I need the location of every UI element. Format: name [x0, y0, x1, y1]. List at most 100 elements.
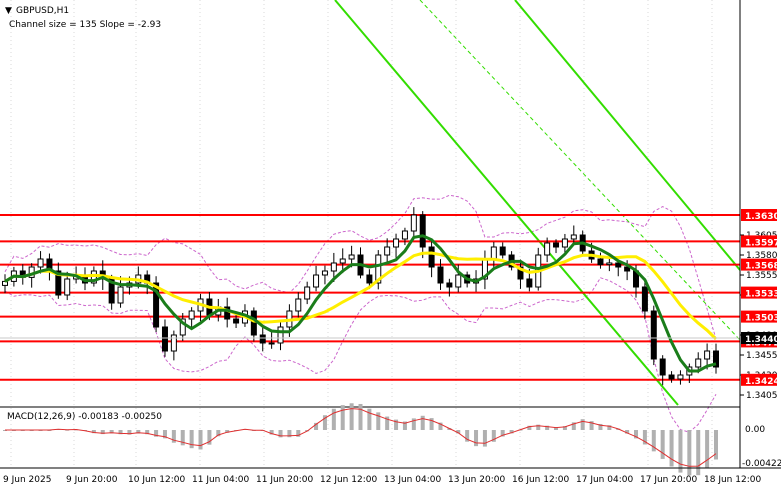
macd-bar-79: [705, 430, 710, 468]
candle-73: [650, 305, 657, 366]
macd-bar-19: [171, 430, 176, 443]
candle-67: [597, 252, 604, 269]
macd-bar-51: [456, 430, 461, 434]
candle-35: [313, 265, 320, 292]
current-price-label: 1.3440: [745, 335, 780, 345]
macd-bar-76: [678, 430, 683, 473]
time-label-11: 18 Jun 12:00: [704, 475, 761, 485]
candle-48: [428, 240, 435, 278]
time-label-8: 16 Jun 12:00: [512, 475, 569, 485]
macd-bar-41: [367, 408, 372, 430]
macd-bar-42: [376, 412, 381, 430]
price-tick-7: 1.3405: [746, 391, 778, 401]
time-label-2: 10 Jun 12:00: [128, 475, 185, 485]
macd-min-label: -0.00422: [742, 459, 781, 469]
macd-bar-52: [465, 430, 470, 442]
candle-21: [188, 307, 195, 330]
macd-bar-48: [429, 418, 434, 430]
macd-bar-37: [331, 408, 336, 430]
macd-histogram: [3, 403, 718, 476]
macd-bar-63: [562, 426, 567, 430]
ma-fast-line: [4, 234, 717, 373]
macd-label: MACD(12,26,9) -0.00183 -0.00250: [7, 412, 162, 422]
macd-bar-64: [571, 422, 576, 430]
time-axis-labels: 9 Jun 2025 9 Jun 20:00 10 Jun 12:00 11 Jun …: [3, 475, 761, 485]
ma-slow-line: [4, 251, 718, 341]
macd-bar-5: [47, 430, 52, 431]
candle-61: [544, 237, 551, 263]
macd-zero-label: 0.00: [745, 425, 765, 435]
current-price-tag: 1.3440: [741, 332, 780, 345]
time-label-1: 9 Jun 20:00: [66, 475, 118, 485]
macd-bar-15: [136, 430, 141, 434]
candle-31: [277, 320, 284, 351]
candle-42: [375, 250, 382, 290]
macd-bar-62: [554, 426, 559, 430]
macd-bar-66: [589, 421, 594, 430]
macd-bar-20: [180, 430, 185, 446]
candle-28: [250, 307, 257, 342]
candle-43: [384, 238, 391, 265]
macd-bar-12: [109, 430, 114, 434]
candle-34: [304, 281, 311, 305]
bollinger-lower: [4, 277, 717, 433]
macd-bar-40: [358, 403, 363, 430]
dropdown-arrow-icon[interactable]: ▼: [5, 6, 12, 16]
level-label-2: 1.3568: [745, 262, 780, 272]
moving-averages: [4, 234, 718, 373]
macd-bar-21: [189, 430, 194, 449]
macd-bar-78: [696, 430, 701, 476]
candle-45: [401, 227, 408, 246]
level-label-3: 1.3533: [745, 290, 780, 300]
candle-56: [499, 242, 506, 259]
macd-bar-33: [296, 430, 301, 437]
candle-38: [339, 248, 346, 274]
macd-bar-35: [314, 422, 319, 430]
candle-13: [117, 276, 124, 308]
macd-bar-45: [402, 421, 407, 430]
macd-bar-80: [714, 430, 718, 460]
level-tag-6: [741, 373, 777, 386]
macd-bar-68: [607, 425, 612, 430]
price-tick-1: 1.3580: [746, 251, 778, 261]
candle-20: [179, 312, 186, 342]
candle-30: [268, 332, 275, 349]
macd-bar-57: [509, 430, 514, 434]
level-tag-0: [741, 209, 777, 221]
time-label-0: 9 Jun 2025: [3, 475, 51, 485]
macd-bar-54: [482, 430, 487, 447]
price-tick-5: 1.3455: [746, 351, 778, 361]
macd-bar-25: [225, 430, 230, 433]
candle-76: [677, 370, 684, 385]
candle-75: [668, 371, 675, 383]
macd-signal-line: [5, 408, 717, 467]
macd-bar-32: [287, 430, 292, 438]
level-label-0: 1.3630: [745, 212, 780, 222]
candle-72: [641, 278, 648, 320]
candle-33: [295, 292, 302, 318]
channel-indicator-text: Channel size = 135 Slope = -2.93: [9, 20, 161, 30]
time-label-7: 13 Jun 20:00: [448, 475, 505, 485]
time-label-3: 11 Jun 04:00: [192, 475, 249, 485]
macd-bar-43: [385, 416, 390, 430]
bollinger-bands: [4, 194, 717, 433]
candle-36: [321, 265, 328, 285]
price-axis-panel: [740, 0, 781, 468]
macd-bar-73: [651, 430, 656, 452]
macd-bar-71: [634, 430, 639, 439]
candle-25: [224, 297, 231, 328]
symbol-label: GBPUSD,H1: [16, 6, 69, 16]
macd-bar-17: [154, 430, 159, 437]
candle-50: [446, 278, 453, 297]
candle-19: [170, 330, 177, 361]
time-label-4: 11 Jun 20:00: [256, 475, 313, 485]
macd-bar-31: [278, 430, 283, 438]
macd-bar-46: [411, 418, 416, 430]
level-label-1: 1.3597: [745, 238, 780, 248]
macd-bar-44: [394, 419, 399, 430]
candle-74: [659, 355, 666, 386]
macd-bar-60: [536, 424, 541, 430]
candle-26: [233, 314, 240, 328]
macd-bar-75: [669, 430, 674, 467]
